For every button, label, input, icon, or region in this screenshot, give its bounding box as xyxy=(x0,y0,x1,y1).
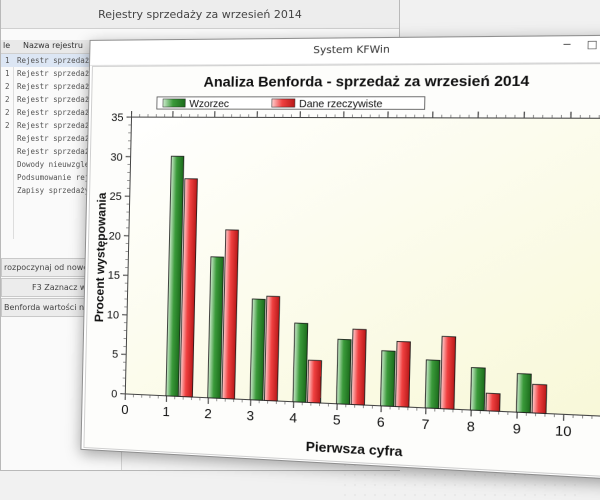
benford-chart: Analiza Benforda - sprzedaż za wrzesień … xyxy=(84,64,600,477)
y-tick-label: 35 xyxy=(111,112,123,124)
x-tick-label: 4 xyxy=(289,410,297,426)
chart-window: System KFWin ─ □ ✕ xyxy=(80,35,600,481)
x-axis-label: Pierwsza cyfra xyxy=(306,438,404,459)
register-window-title: Rejestry sprzedaży za wrzesień 2014 xyxy=(1,0,399,29)
y-tick-label: 30 xyxy=(110,151,122,163)
register-item-number: 2 xyxy=(5,95,10,104)
register-item-number: 2 xyxy=(5,108,10,117)
legend: Wzorzec Dane rzeczywiste xyxy=(157,97,425,111)
x-tick-label: 2 xyxy=(204,406,212,422)
chart-frame: Analiza Benforda - sprzedaż za wrzesień … xyxy=(83,63,600,478)
y-tick-label: 15 xyxy=(108,270,120,282)
bar-wzorzec-3 xyxy=(250,299,265,400)
bar-dane-9 xyxy=(532,384,547,413)
bar-dane-3 xyxy=(264,296,279,401)
y-tick-label: 5 xyxy=(112,349,118,361)
y-axis-label: Procent występowania xyxy=(92,192,109,322)
x-tick-label: 9 xyxy=(512,420,521,437)
bar-wzorzec-4 xyxy=(293,323,308,402)
minimize-button[interactable]: ─ xyxy=(554,36,580,56)
bar-wzorzec-6 xyxy=(381,351,396,407)
legend-swatch-wzorzec xyxy=(163,99,185,107)
bar-wzorzec-8 xyxy=(471,367,486,410)
bar-wzorzec-2 xyxy=(208,257,224,399)
x-tick-label: 8 xyxy=(467,418,475,434)
legend-label-wzorzec: Wzorzec xyxy=(189,99,229,110)
bar-wzorzec-9 xyxy=(516,374,531,413)
bar-wzorzec-7 xyxy=(425,360,440,409)
bar-dane-8 xyxy=(486,393,500,411)
y-tick-label: 20 xyxy=(109,230,121,242)
legend-swatch-dane xyxy=(272,99,295,107)
x-tick-label: 6 xyxy=(377,414,385,430)
register-item-number: 1 xyxy=(5,69,10,78)
bar-dane-4 xyxy=(308,360,322,403)
chart-window-titlebar: System KFWin ─ □ ✕ xyxy=(90,36,600,66)
register-item-number: 2 xyxy=(5,82,10,91)
chart-title: Analiza Benforda - sprzedaż za wrzesień … xyxy=(203,72,529,90)
y-tick-label: 25 xyxy=(109,191,121,203)
x-tick-label: 7 xyxy=(421,416,429,432)
y-tick-label: 0 xyxy=(111,388,117,400)
x-tick-label: 1 xyxy=(162,404,170,420)
y-tick-label: 10 xyxy=(107,309,119,322)
x-tick-label: 5 xyxy=(333,412,341,428)
legend-label-dane: Dane rzeczywiste xyxy=(299,99,383,111)
chart-window-title: System KFWin xyxy=(313,44,390,56)
register-item-number: 1 xyxy=(5,56,10,65)
column-header-number[interactable]: le xyxy=(3,41,10,50)
bar-dane-6 xyxy=(396,341,411,407)
x-tick-label: 0 xyxy=(121,402,129,418)
column-header-name[interactable]: Nazwa rejestru xyxy=(23,41,83,50)
bar-dane-7 xyxy=(440,336,455,409)
x-tick-label: 3 xyxy=(246,408,254,424)
maximize-button[interactable]: □ xyxy=(579,36,600,56)
register-item-number: 2 xyxy=(5,121,10,130)
x-tick-label: 10 xyxy=(555,422,572,439)
bar-dane-5 xyxy=(351,329,366,405)
bar-wzorzec-5 xyxy=(336,339,351,404)
